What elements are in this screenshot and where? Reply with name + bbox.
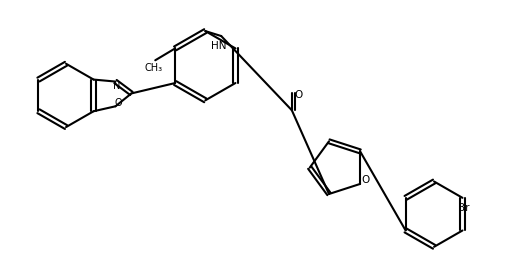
- Text: O: O: [295, 90, 303, 100]
- Text: O: O: [361, 175, 369, 185]
- Text: Br: Br: [458, 203, 469, 213]
- Text: CH₃: CH₃: [144, 63, 163, 73]
- Text: N: N: [113, 80, 120, 91]
- Text: O: O: [115, 98, 122, 108]
- Text: HN: HN: [212, 41, 227, 51]
